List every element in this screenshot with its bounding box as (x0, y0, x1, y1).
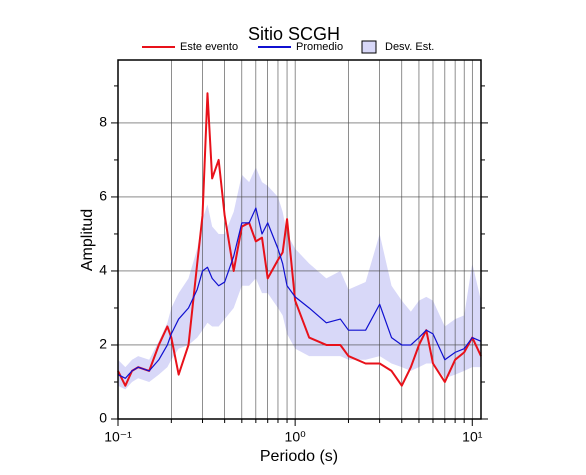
x-tick-label: 10⁻¹ (104, 429, 132, 445)
y-tick-label: 6 (99, 188, 107, 204)
y-tick-label: 0 (99, 410, 107, 426)
x-tick-label: 10⁰ (285, 429, 307, 445)
y-tick-label: 2 (99, 336, 107, 352)
series-line (117, 207, 482, 379)
legend-label: Desv. Est. (385, 41, 434, 53)
legend-label: Este evento (180, 41, 238, 53)
y-tick-label: 8 (99, 114, 107, 130)
y-axis-label: Amplitud (79, 209, 96, 271)
chart-title: Sitio SCGH (248, 24, 340, 44)
x-tick-label: 10¹ (462, 429, 483, 445)
legend-swatch (361, 40, 377, 54)
series-line (117, 92, 482, 387)
std-band (118, 167, 481, 390)
y-tick-label: 4 (99, 262, 107, 278)
x-axis-label: Periodo (s) (260, 448, 338, 465)
legend-label: Promedio (296, 41, 343, 53)
plot-frame (117, 59, 482, 420)
